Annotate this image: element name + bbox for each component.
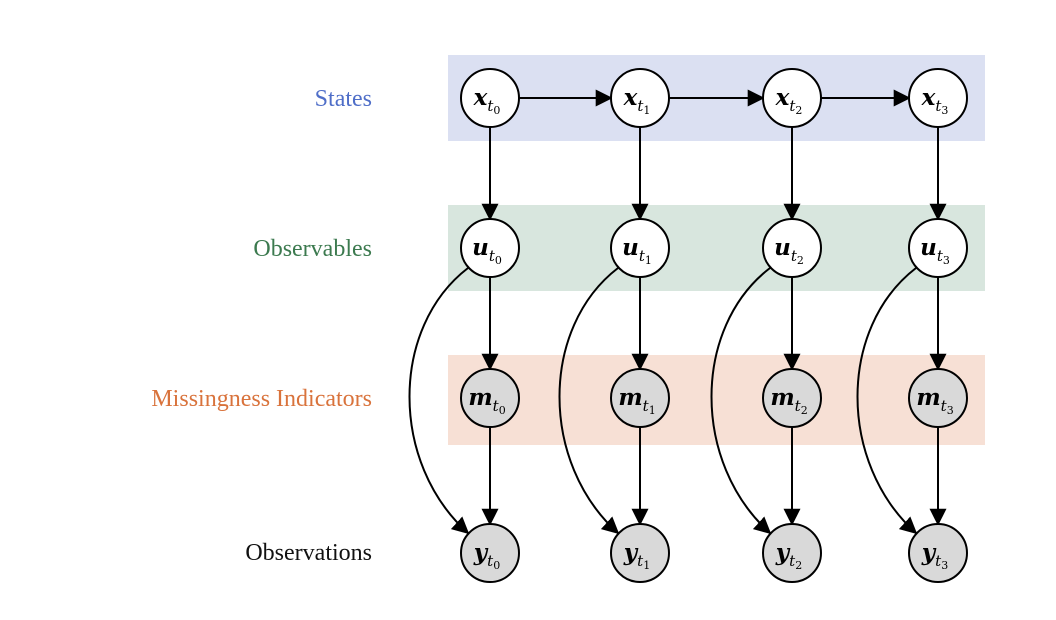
row-label-missingness-indicators: Missingness Indicators (151, 386, 372, 412)
node-label: yt0 (473, 539, 500, 572)
edge-u-to-y-t2 (710, 267, 772, 535)
node-label: yt2 (775, 539, 802, 572)
node-label: xt3 (921, 84, 949, 117)
node-label: ut1 (622, 234, 652, 267)
observables-band (448, 205, 985, 291)
nodes-layer: xt0 xt1 xt2 xt3 ut0 ut1 ut2 ut3 mt0 mt1 mt2 mt3 yt0 y… (460, 68, 968, 583)
node-circle (460, 523, 520, 583)
node-label: xt2 (775, 84, 803, 117)
node-u-t2: ut2 (762, 218, 822, 278)
node-circle (908, 68, 968, 128)
node-label: ut0 (472, 234, 502, 267)
node-label: xt0 (473, 84, 501, 117)
edge-u-to-y-t0 (408, 267, 470, 535)
node-circle (762, 368, 822, 428)
node-circle (460, 368, 520, 428)
node-circle (460, 68, 520, 128)
edges-layer (408, 89, 947, 535)
node-label: mt0 (468, 384, 505, 417)
node-u-t0: ut0 (460, 218, 520, 278)
node-label: ut3 (920, 234, 950, 267)
node-circle (610, 523, 670, 583)
node-label: xt1 (623, 84, 651, 117)
node-label: ut2 (774, 234, 804, 267)
node-circle (908, 218, 968, 278)
node-x-t0: xt0 (460, 68, 520, 128)
node-y-t0: yt0 (460, 523, 520, 583)
node-circle (610, 368, 670, 428)
node-u-t1: ut1 (610, 218, 670, 278)
row-label-states: States (315, 86, 372, 112)
node-x-t1: xt1 (610, 68, 670, 128)
node-m-t1: mt1 (610, 368, 670, 428)
node-y-t2: yt2 (762, 523, 822, 583)
node-m-t0: mt0 (460, 368, 520, 428)
node-circle (762, 68, 822, 128)
node-y-t1: yt1 (610, 523, 670, 583)
node-label: mt3 (916, 384, 953, 417)
node-circle (762, 523, 822, 583)
row-label-observables: Observables (253, 236, 372, 262)
node-m-t2: mt2 (762, 368, 822, 428)
missingness-band (448, 355, 985, 445)
node-label: yt3 (921, 539, 948, 572)
node-m-t3: mt3 (908, 368, 968, 428)
edge-u-to-y-t1 (558, 267, 620, 535)
node-circle (908, 523, 968, 583)
node-x-t3: xt3 (908, 68, 968, 128)
node-circle (762, 218, 822, 278)
node-circle (610, 68, 670, 128)
node-label: yt1 (623, 539, 650, 572)
node-x-t2: xt2 (762, 68, 822, 128)
node-label: mt2 (770, 384, 807, 417)
node-u-t3: ut3 (908, 218, 968, 278)
row-label-observations: Observations (245, 540, 372, 566)
node-circle (908, 368, 968, 428)
node-y-t3: yt3 (908, 523, 968, 583)
edge-u-to-y-t3 (856, 267, 918, 535)
node-circle (460, 218, 520, 278)
node-label: mt1 (618, 384, 655, 417)
node-circle (610, 218, 670, 278)
